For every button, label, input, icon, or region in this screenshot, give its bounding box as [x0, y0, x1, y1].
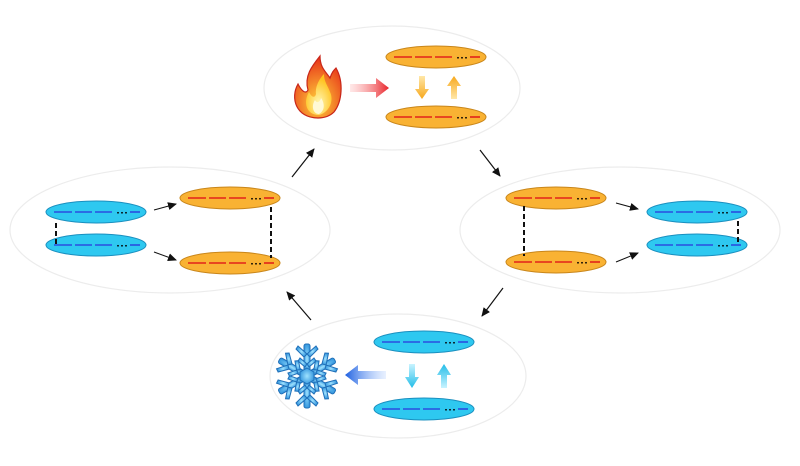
cycle-arrow-bottom-right: [481, 287, 504, 317]
bubble-heating: [263, 25, 521, 151]
cyan-disk-left-top: [45, 200, 147, 224]
orange-disk-top: [385, 45, 487, 69]
cycle-arrow-top-left: [291, 148, 315, 178]
bubble-left: [9, 166, 331, 294]
orange-disk-left-bottom: [179, 251, 281, 275]
small-arrow-left-top: [153, 202, 177, 211]
heat-arrow: [350, 78, 389, 98]
cyan-disk-left-bottom: [45, 233, 147, 257]
orange-disk-left-top: [179, 186, 281, 210]
snowflake-icon: [273, 343, 341, 409]
cyan-disk-bottom-top: [373, 330, 475, 354]
small-arrow-right-top: [615, 202, 639, 211]
down-arrow-cyan: [405, 364, 419, 388]
cyan-disk-right-top: [646, 200, 748, 224]
small-arrow-right-bottom: [615, 252, 639, 263]
cycle-arrow-top-right: [479, 149, 501, 177]
small-arrow-left-bottom: [153, 251, 177, 262]
cyan-disk-right-bottom: [646, 233, 748, 257]
down-arrow-orange: [415, 76, 429, 99]
cool-arrow: [345, 365, 386, 385]
cyan-disk-bottom-bottom: [373, 397, 475, 421]
orange-disk-right-bottom: [505, 250, 607, 274]
cycle-arrow-bottom-left: [286, 291, 312, 321]
bubble-right: [459, 166, 781, 294]
orange-disk-bottom: [385, 105, 487, 129]
up-arrow-orange: [447, 76, 461, 99]
up-arrow-cyan: [437, 364, 451, 388]
fire-icon: [294, 54, 342, 119]
orange-disk-right-top: [505, 186, 607, 210]
